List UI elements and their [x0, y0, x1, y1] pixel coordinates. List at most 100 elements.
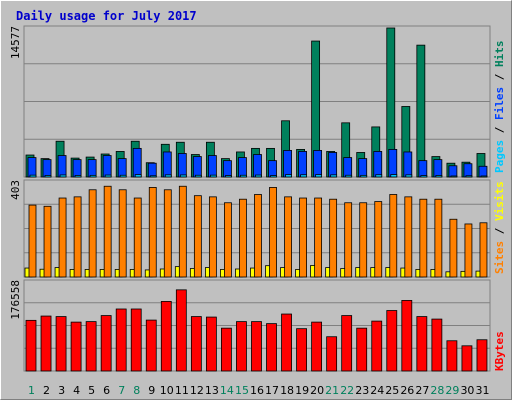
bar-sites-day-29 [449, 218, 458, 278]
bar-pages-day-29 [450, 175, 458, 178]
bar-kbytes-day-22 [341, 315, 353, 372]
series-legend-label: Pages / Files / Hits [493, 41, 506, 174]
bar-kbytes-day-24 [371, 320, 383, 372]
bar-sites-day-24 [374, 201, 383, 278]
bar-pages-day-24 [375, 174, 383, 178]
bar-files-day-29 [448, 165, 458, 178]
x-tick-day-18: 18 [280, 384, 294, 397]
x-tick-day-10: 10 [160, 384, 174, 397]
bar-files-day-22 [343, 157, 353, 178]
bar-kbytes-day-27 [416, 316, 428, 372]
x-tick-day-28: 28 [430, 384, 444, 397]
x-tick-day-14: 14 [220, 384, 234, 397]
bar-kbytes-day-9 [145, 319, 157, 372]
x-tick-day-31: 31 [475, 384, 489, 397]
x-tick-day-16: 16 [250, 384, 264, 397]
bar-kbytes-day-25 [386, 310, 398, 372]
bar-sites-day-3 [58, 197, 67, 278]
bar-files-day-20 [313, 150, 323, 178]
panel-hits-files-pages: 14577 Pages / Files / Hits [9, 25, 506, 178]
bar-files-day-12 [192, 156, 202, 178]
bar-files-day-5 [87, 159, 97, 178]
bar-pages-day-13 [209, 174, 217, 178]
x-tick-day-9: 9 [148, 384, 155, 397]
bar-pages-day-15 [240, 174, 247, 178]
x-tick-day-2: 2 [43, 384, 50, 397]
bar-kbytes-day-16 [251, 321, 262, 372]
bar-pages-day-4 [74, 175, 82, 178]
bar-sites-day-15 [239, 198, 247, 278]
panel-visits-sites: 403 Sites / Visits [9, 179, 506, 278]
x-tick-day-3: 3 [58, 384, 65, 397]
chart-title: Daily usage for July 2017 [16, 9, 197, 23]
bar-pages-day-7 [119, 174, 127, 178]
x-tick-day-11: 11 [175, 384, 189, 397]
bar-kbytes-day-8 [130, 308, 142, 372]
bar-files-day-1 [27, 157, 37, 178]
bar-pages-day-18 [285, 174, 292, 178]
bar-files-day-14 [223, 160, 232, 178]
bar-pages-day-16 [255, 174, 262, 178]
bar-pages-day-8 [134, 174, 142, 178]
bar-hits-day-27 [416, 44, 426, 178]
x-tick-day-4: 4 [73, 384, 80, 397]
x-tick-day-22: 22 [340, 384, 354, 397]
x-tick-day-12: 12 [190, 384, 204, 397]
x-tick-day-20: 20 [310, 384, 324, 397]
bar-kbytes-day-18 [281, 313, 292, 372]
bar-files-day-9 [147, 162, 157, 178]
bar-pages-day-2 [44, 175, 52, 178]
bar-pages-day-31 [480, 175, 488, 178]
bar-files-day-19 [298, 151, 307, 178]
x-tick-day-1: 1 [28, 384, 35, 397]
bar-sites-day-5 [88, 189, 97, 278]
bar-kbytes-day-26 [401, 300, 413, 372]
bar-pages-day-20 [315, 174, 323, 178]
x-tick-day-26: 26 [400, 384, 414, 397]
bar-files-day-28 [433, 159, 443, 178]
bar-files-day-25 [388, 149, 398, 178]
bar-pages-day-10 [164, 174, 172, 178]
bar-sites-day-17 [269, 187, 277, 278]
bar-pages-day-17 [270, 175, 277, 178]
bar-kbytes-day-5 [85, 321, 97, 372]
bar-files-day-21 [328, 152, 338, 178]
bar-pages-day-11 [179, 174, 187, 178]
bar-pages-day-19 [300, 174, 307, 178]
bar-sites-day-6 [103, 185, 112, 278]
bar-sites-day-13 [208, 196, 217, 278]
x-tick-day-6: 6 [103, 384, 110, 397]
x-tick-day-15: 15 [235, 384, 249, 397]
bar-kbytes-day-28 [431, 318, 443, 372]
bar-kbytes-day-29 [446, 340, 458, 372]
bar-files-day-6 [102, 155, 112, 178]
bar-kbytes-day-14 [221, 327, 232, 372]
x-tick-day-30: 30 [460, 384, 474, 397]
x-tick-day-8: 8 [133, 384, 140, 397]
bar-files-day-2 [42, 159, 52, 178]
x-tick-day-29: 29 [445, 384, 459, 397]
x-tick-day-27: 27 [415, 384, 429, 397]
x-tick-day-24: 24 [370, 384, 384, 397]
bar-sites-day-27 [419, 198, 428, 278]
bar-pages-day-25 [390, 174, 398, 178]
bar-files-day-15 [238, 157, 247, 178]
bar-pages-day-27 [420, 175, 428, 178]
bar-kbytes-day-4 [70, 321, 82, 372]
bar-kbytes-day-10 [160, 301, 172, 372]
bar-sites-day-14 [224, 202, 232, 278]
x-tick-day-13: 13 [205, 384, 219, 397]
bar-files-day-8 [132, 147, 142, 178]
bar-sites-day-31 [479, 222, 488, 278]
bar-kbytes-day-15 [236, 321, 247, 372]
bar-sites-day-11 [178, 185, 187, 278]
bar-sites-day-19 [299, 197, 307, 278]
bar-kbytes-day-30 [461, 345, 473, 372]
bar-files-day-18 [283, 150, 292, 178]
bar-pages-day-26 [405, 174, 413, 178]
bar-sites-day-28 [434, 198, 443, 278]
bar-sites-day-12 [193, 195, 202, 278]
bar-pages-day-12 [194, 174, 202, 178]
